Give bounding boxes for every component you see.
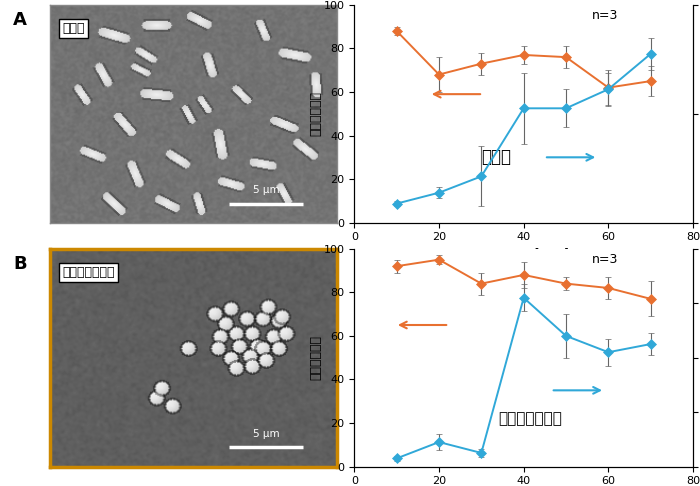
- Text: A: A: [13, 11, 27, 29]
- Y-axis label: 生存率［％］: 生存率［％］: [309, 335, 322, 380]
- X-axis label: レーザーパワー [mW]: レーザーパワー [mW]: [478, 248, 569, 261]
- Text: B: B: [13, 255, 27, 273]
- Text: 黄色ブドウ球菌: 黄色ブドウ球菌: [62, 266, 114, 279]
- Text: 黄色ブドウ球菌: 黄色ブドウ球菌: [498, 411, 562, 426]
- Text: n=3: n=3: [592, 9, 618, 22]
- Text: 5 μm: 5 μm: [253, 185, 279, 195]
- Text: 緑膨菌: 緑膨菌: [482, 148, 512, 166]
- Text: 緑膨菌: 緑膨菌: [62, 22, 85, 35]
- Text: n=3: n=3: [592, 253, 618, 266]
- Text: 5 μm: 5 μm: [253, 429, 279, 439]
- Y-axis label: 生存率［％］: 生存率［％］: [309, 91, 322, 136]
